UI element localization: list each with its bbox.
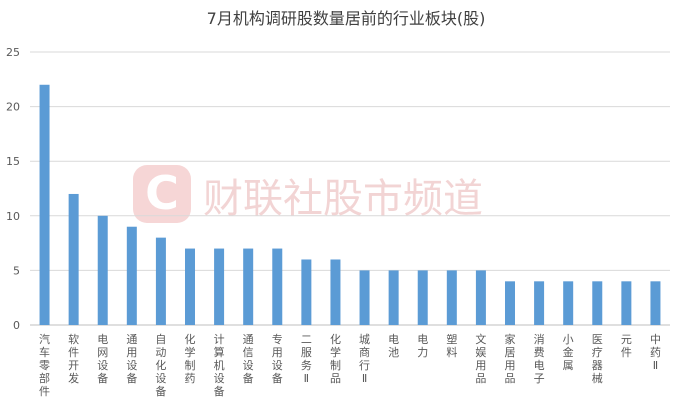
x-category-label: 小金属	[563, 333, 574, 372]
watermark-text: 财联社股市频道	[203, 176, 483, 222]
bar	[534, 281, 545, 325]
x-category-label: 医疗器械	[592, 333, 603, 385]
x-category-label: 电网设备	[97, 333, 108, 385]
x-category-label: 自动化设备	[155, 333, 166, 398]
x-category-label: 中药 Ⅱ	[650, 333, 661, 372]
y-tick-label: 20	[6, 101, 20, 114]
x-category-label: 消费电子	[534, 332, 545, 385]
x-axis-categories: 汽车零部件 软件开发 电网设备 通用设备 自动化设备 化学制药 计算机设备 通信设备 专用设备 二…	[39, 332, 661, 398]
bars	[39, 84, 661, 325]
watermark-logo-letter: C	[145, 166, 179, 220]
y-axis-ticks: 0 5 10 15 20 25	[6, 46, 20, 332]
bar	[272, 248, 283, 325]
bar	[446, 270, 457, 325]
x-category-label: 化学制药	[185, 332, 196, 385]
x-category-label: 电池	[388, 333, 399, 359]
y-tick-label: 10	[6, 210, 20, 223]
bar	[155, 237, 166, 325]
x-category-label: 通用设备	[126, 333, 137, 385]
y-tick-label: 15	[6, 155, 20, 168]
bar	[243, 248, 254, 325]
x-category-label: 塑料	[446, 332, 457, 359]
bar	[97, 215, 108, 325]
x-category-label: 城商行 Ⅱ	[359, 333, 370, 385]
x-category-label: 元件	[621, 333, 632, 359]
x-category-label: 二服务 Ⅱ	[301, 333, 312, 385]
bar	[68, 193, 79, 325]
chart-title: 7月机构调研股数量居前的行业板块(股)	[207, 9, 486, 28]
bar	[417, 270, 428, 325]
y-tick-label: 5	[13, 264, 20, 277]
bar	[621, 281, 632, 325]
x-category-label: 专用设备	[272, 332, 283, 385]
watermark: C 财联社股市频道	[133, 165, 483, 223]
bar	[359, 270, 370, 325]
bar	[301, 259, 312, 325]
bar	[592, 281, 603, 325]
x-category-label: 软件开发	[68, 332, 79, 385]
bar	[505, 281, 515, 325]
bar	[330, 259, 341, 325]
x-category-label: 通信设备	[243, 333, 254, 385]
y-tick-label: 0	[13, 319, 20, 332]
bar	[475, 270, 486, 325]
x-category-label: 汽车零部件	[39, 332, 50, 398]
y-tick-label: 25	[6, 46, 20, 59]
watermark-logo	[133, 165, 191, 223]
bar	[39, 84, 50, 325]
bar	[563, 281, 574, 325]
bar	[650, 281, 661, 325]
bar	[126, 226, 137, 325]
bar	[388, 270, 399, 325]
bar	[214, 248, 225, 325]
x-category-label: 文娱用品	[475, 332, 486, 385]
x-category-label: 化学制品	[330, 332, 341, 385]
x-category-label: 计算机设备	[214, 333, 225, 398]
x-category-label: 电力	[417, 333, 428, 359]
bar	[185, 248, 195, 325]
x-category-label: 家居用品	[505, 332, 516, 385]
